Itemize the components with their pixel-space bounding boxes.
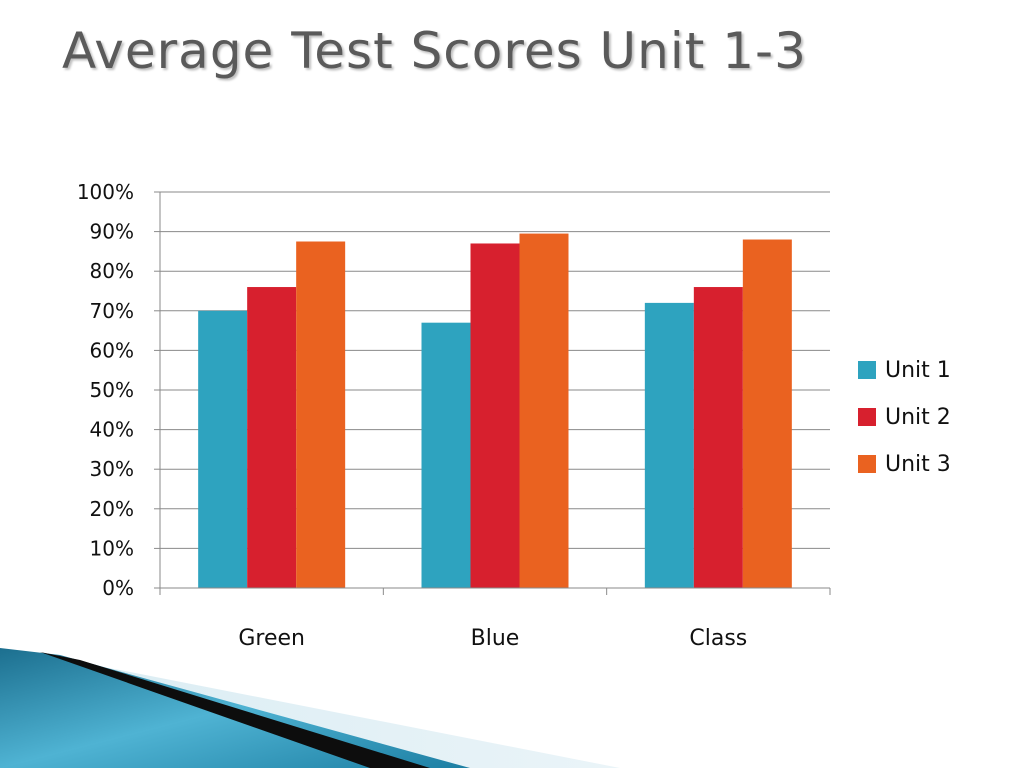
y-tick-label: 60% [90, 338, 134, 362]
y-tick-label: 10% [90, 536, 134, 560]
y-tick-label: 90% [90, 220, 134, 244]
slide-title: Average Test Scores Unit 1-3 [62, 22, 807, 80]
y-tick-label: 50% [90, 378, 134, 402]
y-tick-label: 0% [102, 576, 134, 600]
x-axis [159, 192, 831, 595]
bar [198, 310, 248, 588]
y-tick-label: 20% [90, 497, 134, 521]
bar [644, 302, 694, 588]
bar [421, 322, 471, 588]
y-tick-label: 30% [90, 457, 134, 481]
legend-label: Unit 1 [885, 358, 951, 383]
y-tick-label: 40% [90, 418, 134, 442]
bar [247, 287, 297, 588]
bar [742, 239, 792, 588]
x-category-label: Blue [471, 626, 520, 651]
bar [693, 287, 743, 588]
x-category-label: Green [238, 626, 305, 651]
bars [198, 233, 792, 589]
bar [470, 243, 520, 589]
y-axis-tick-labels: 0% 10% 20% 30% 40% 50% 60% 70% 80% 90% 100% [77, 180, 134, 600]
y-tick-label: 80% [90, 259, 134, 283]
bar [519, 233, 569, 588]
legend: Unit 1 Unit 2 Unit 3 [858, 358, 951, 477]
legend-swatch [858, 455, 876, 473]
legend-swatch [858, 408, 876, 426]
y-tick-label: 70% [90, 299, 134, 323]
x-category-label: Class [689, 626, 747, 651]
legend-swatch [858, 361, 876, 379]
y-tick-label: 100% [77, 180, 134, 204]
legend-label: Unit 2 [885, 405, 951, 430]
bar [296, 241, 346, 588]
legend-label: Unit 3 [885, 452, 951, 477]
x-axis-category-labels: Green Blue Class [238, 626, 747, 651]
